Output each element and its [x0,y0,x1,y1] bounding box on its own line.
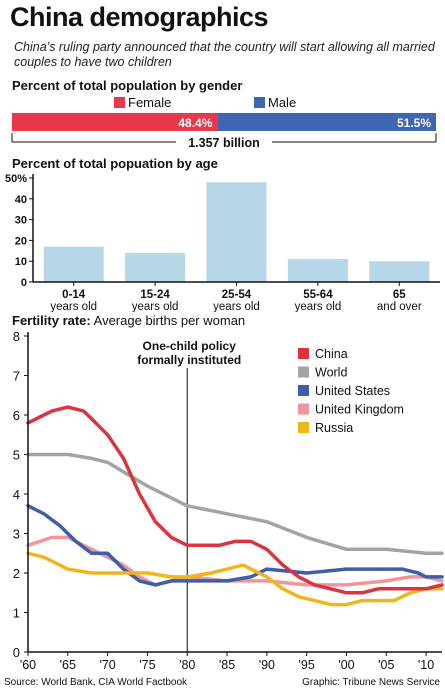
series-line-world [26,452,444,556]
fert-ytick-label: 1 [13,606,20,621]
age-category-label: 25-54 [222,289,252,301]
fert-ytick-label: 7 [13,369,20,384]
legend-male-label: Male [268,95,297,110]
page-subtitle: China’s ruling party announced that the … [14,40,435,69]
fert-xtick-label: '95 [299,658,315,672]
legend-male: Male [254,95,296,110]
age-category-sublabel: and over [377,301,422,312]
male-bar [217,113,436,131]
legend-swatch-world [298,366,309,378]
source-note: Source: World Bank, CIA World Factbook [4,677,188,688]
legend-swatch-china [298,348,309,359]
fert-ytick-label: 2 [13,566,20,581]
age-category-label: 15-24 [140,289,170,301]
age-bar [369,261,430,282]
fert-ytick-label: 4 [13,487,20,502]
series-line-united-states [26,504,444,587]
fert-ytick-label: 8 [13,329,20,344]
age-bar [287,259,348,282]
legend-swatch-united-states [298,385,309,396]
age-category-label: 0-14 [62,289,86,301]
fertility-heading: Fertility rate: Average births per woman [12,313,245,328]
fert-xtick-label: '70 [99,658,115,672]
series-line-united-kingdom [26,535,444,587]
male-value-label: 51.5% [397,116,431,130]
age-ytick-label: 0 [21,277,27,289]
legend-label-united-kingdom: United Kingdom [315,403,404,417]
age-ytick-label: 20 [15,235,27,247]
gender-bar-chart: 48.4% 51.5% 1.357 billion [11,113,437,150]
male-swatch [254,97,265,108]
fert-ytick-label: 0 [13,645,20,660]
legend-swatch-united-kingdom [298,403,309,415]
fert-xtick-label: '05 [378,658,394,672]
age-ytick-label: 30 [15,215,27,227]
fertility-line-chart: 0 1 2 3 4 5 6 7 8 '60 '65 '70 '75 '80 '85 '90 '95 '00 '05 '… [4,329,444,688]
age-bar [43,246,104,282]
fert-ytick-label: 6 [13,408,20,423]
fert-xtick-label: '75 [139,658,155,672]
legend-label-united-states: United States [315,384,390,398]
age-category-sublabel: years old [213,301,260,312]
policy-annotation-line2: formally instituted [137,353,241,367]
fert-ytick-label: 3 [13,527,20,542]
fert-xtick-label: '65 [60,658,76,672]
legend-label-russia: Russia [315,421,353,435]
fert-xtick-label: '10 [418,658,434,672]
fert-xtick-label: '85 [219,658,235,672]
legend-swatch-russia [298,422,309,433]
fert-xtick-label: '60 [20,658,36,672]
fert-xtick-label: '00 [338,658,354,672]
fertility-heading-bold: Fertility rate: [12,313,91,328]
age-ytick-label: 50% [5,173,27,185]
fertility-heading-normal: Average births per woman [90,313,246,328]
legend-female-label: Female [128,95,172,110]
age-bar [206,182,267,282]
policy-annotation-line1: One-child policy [143,339,237,353]
age-category-sublabel: years old [295,301,342,312]
age-heading: Percent of total popuation by age [12,156,218,171]
age-category-label: 65 [393,289,406,301]
age-ytick-label: 40 [15,194,27,206]
graphic-credit: Graphic: Tribune News Service [302,677,440,688]
fert-ytick-label: 5 [13,448,20,463]
series-line-china [26,405,444,595]
legend-label-china: China [315,347,348,361]
age-ytick-label: 10 [15,256,27,268]
age-category-sublabel: years old [132,301,179,312]
legend-female: Female [114,95,171,110]
age-category-sublabel: years old [50,301,97,312]
age-bar [125,252,186,282]
fert-xtick-label: '90 [259,658,275,672]
gender-heading: Percent of total population by gender [12,78,243,93]
legend-label-world: World [315,366,347,380]
total-population-label: 1.357 billion [188,136,260,150]
series-line-russia [26,551,444,607]
fert-xtick-label: '80 [179,658,195,672]
female-swatch [114,97,125,108]
female-value-label: 48.4% [178,116,212,130]
female-bar [12,113,218,131]
age-category-label: 55-64 [303,289,333,301]
page-title: China demographics [10,2,269,32]
